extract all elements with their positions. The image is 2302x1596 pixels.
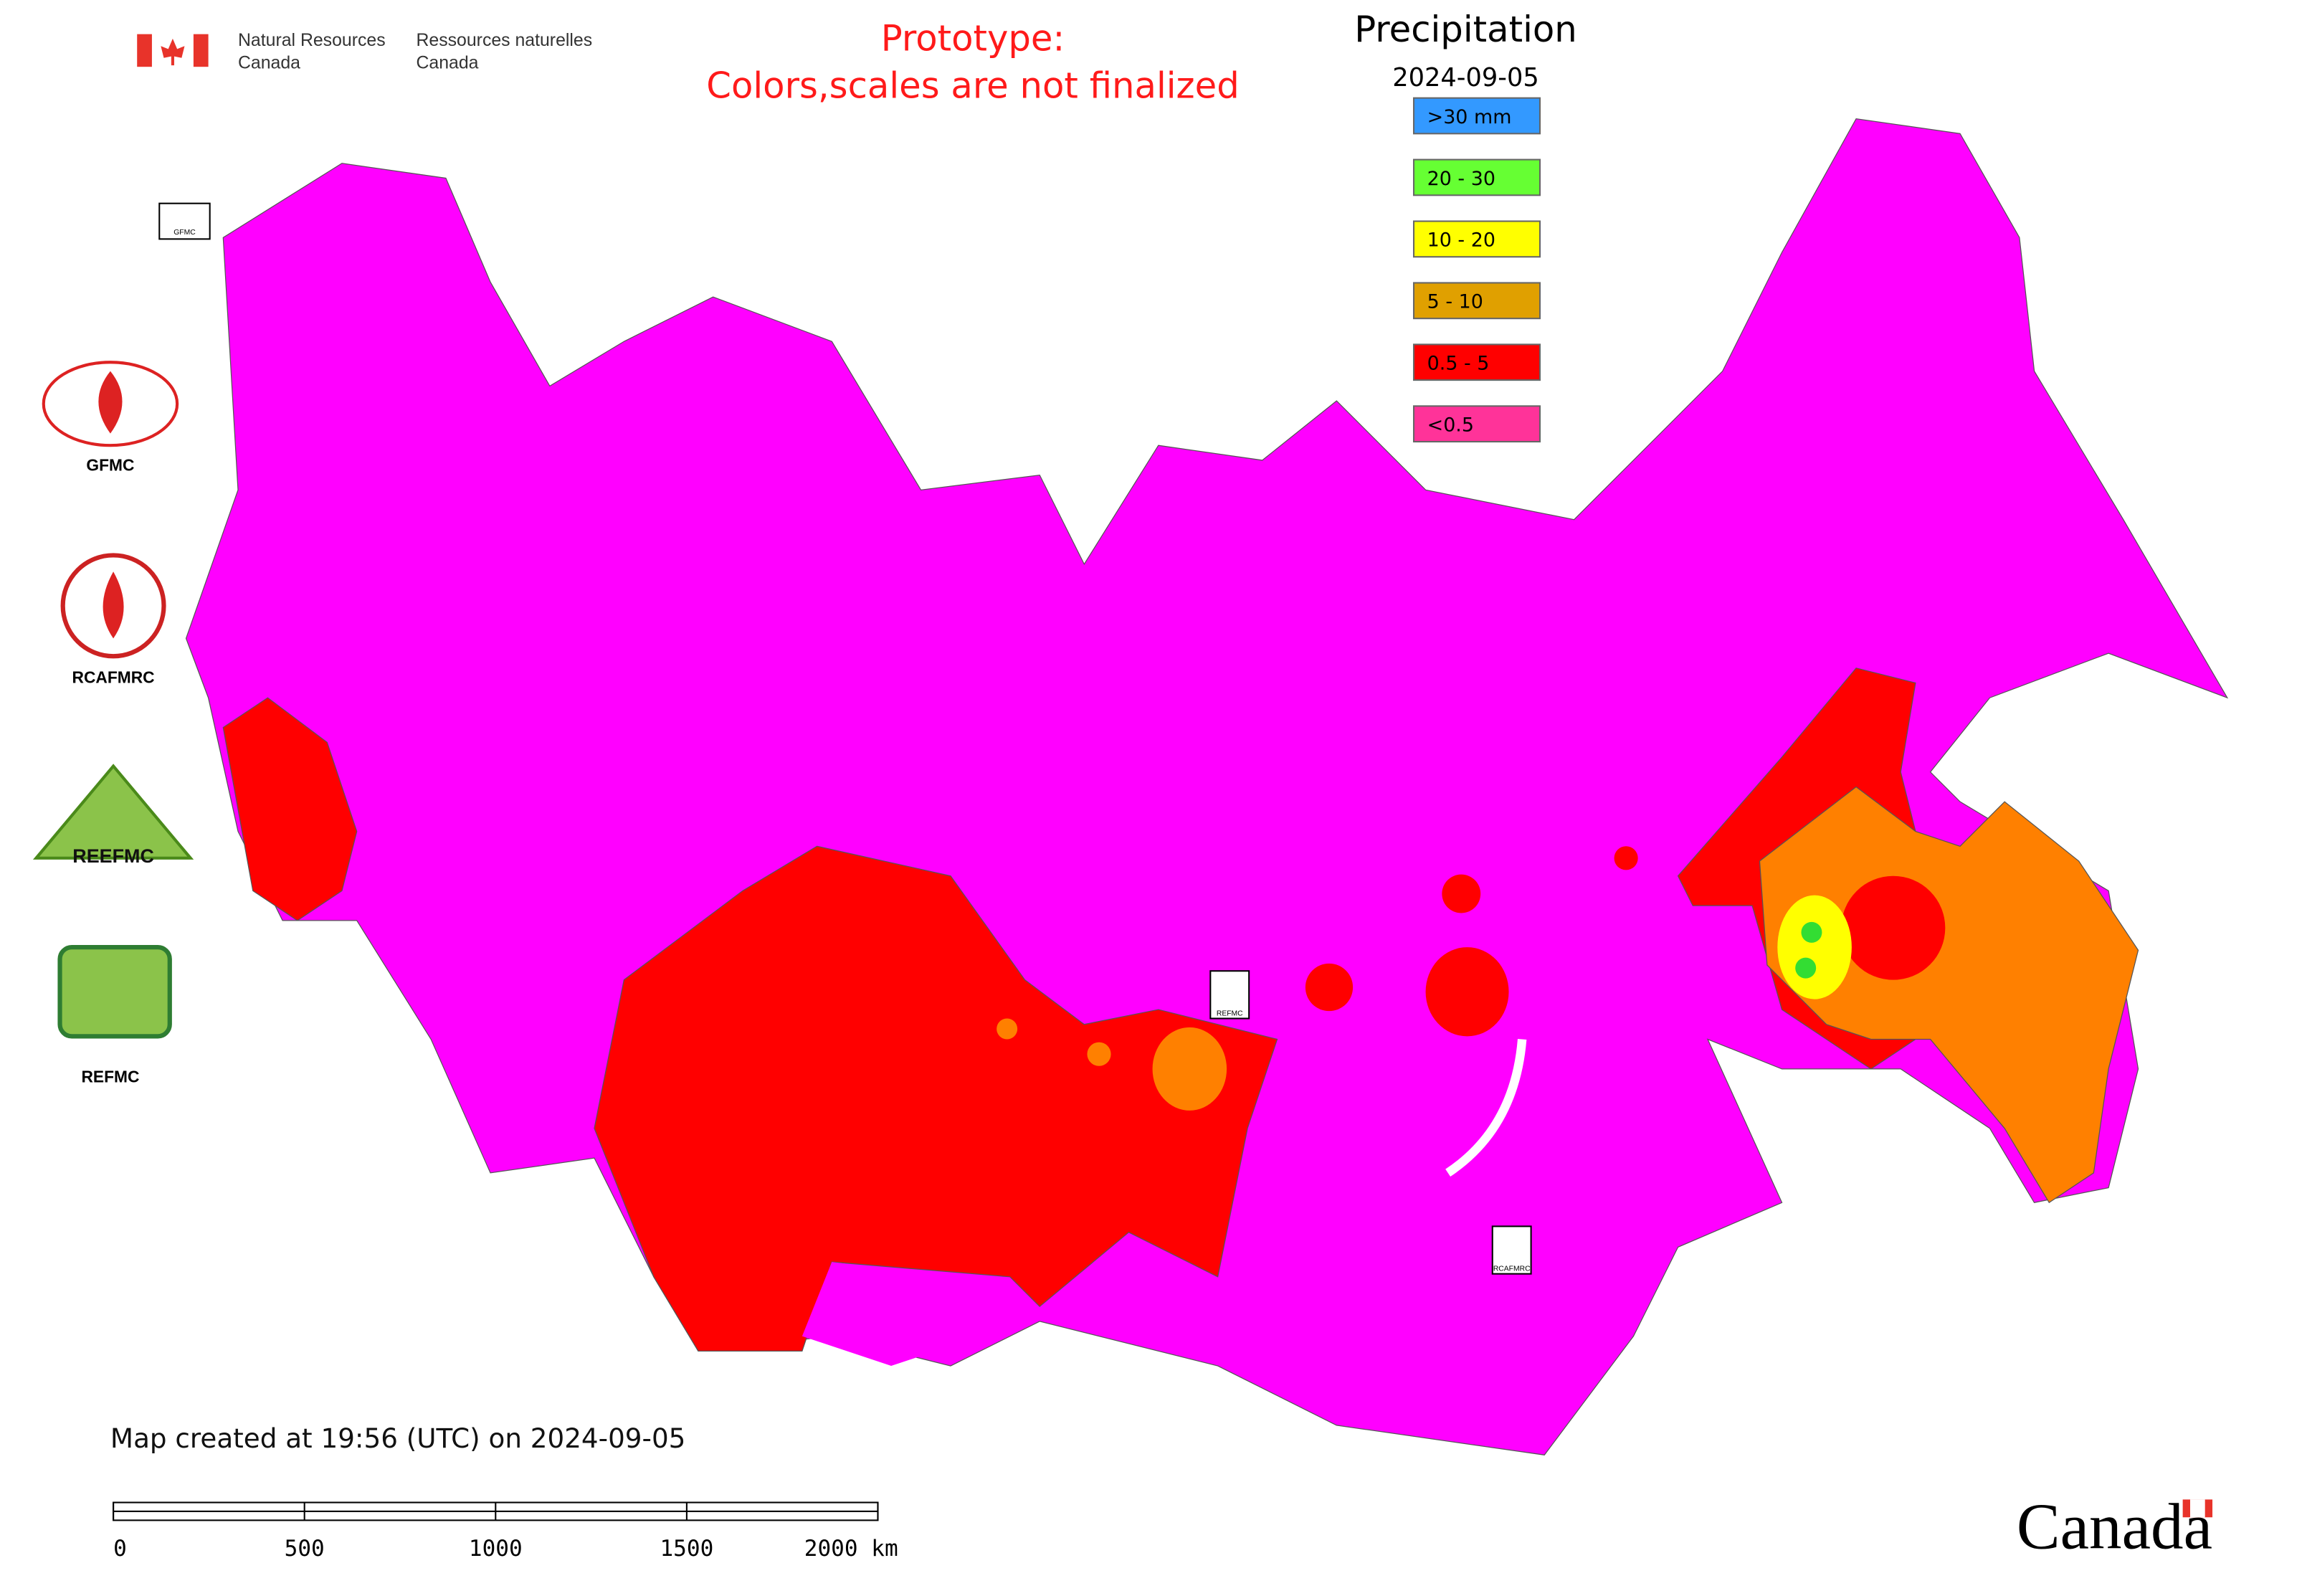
maple-leaf: [161, 38, 185, 66]
rain-cell: [1305, 963, 1354, 1012]
legend-label: 20 - 30: [1427, 168, 1495, 190]
map-icon-label: GFMC: [173, 229, 196, 237]
flag-bar: [193, 34, 209, 67]
logo-label: RCAFMRC: [72, 668, 155, 687]
legend-label: 0.5 - 5: [1427, 353, 1490, 375]
rain-cell: [1087, 1042, 1111, 1066]
nrcan-signature: Natural Resources Canada Ressources natu…: [137, 31, 592, 72]
legend-swatch: [1412, 405, 1541, 443]
scale-label: 0: [113, 1536, 127, 1562]
legend-date: 2024-09-05: [1392, 63, 1539, 92]
map-icon-label: RCAFMRC: [1493, 1265, 1531, 1273]
org-en: Natural Resources: [238, 31, 386, 50]
rcafmrc-flame: [103, 571, 124, 639]
rain-cell: [1425, 947, 1509, 1037]
scale-label: 2000 km: [804, 1536, 898, 1562]
org-en: Canada: [238, 53, 300, 72]
legend-label: 10 - 20: [1427, 229, 1495, 252]
map-icon: [1491, 1225, 1532, 1275]
flag-bar: [137, 34, 152, 67]
legend-label: <0.5: [1427, 414, 1474, 437]
org-fr: Canada: [417, 53, 479, 72]
refmc-logo: [57, 944, 172, 1039]
wordmark-flag: [2189, 1499, 2205, 1518]
legend-swatch: [1412, 158, 1541, 196]
rain-cell: [1777, 895, 1852, 999]
land-low-precip: [802, 1262, 981, 1367]
land-moderate-rain: [1759, 786, 2139, 1204]
logo-label: GFMC: [86, 455, 134, 474]
map-icon: [1209, 970, 1250, 1020]
rain-cell: [1614, 846, 1638, 870]
legend-swatch: [1412, 343, 1541, 381]
logo-label: REFMC: [81, 1068, 139, 1086]
side-logos: GFMC RCAFMRC REEFMC REFMC: [32, 361, 194, 1086]
logo-label: REEFMC: [72, 845, 154, 867]
legend-swatch: [1412, 220, 1541, 258]
rain-cell: [1795, 957, 1817, 979]
legend-label: 5 - 10: [1427, 291, 1483, 313]
prototype-notice: Prototype:: [881, 17, 1065, 59]
map-icons: GFMC REFMC RCAFMRC: [158, 202, 1532, 1275]
org-fr: Ressources naturelles: [417, 31, 593, 50]
map-created-note: Map created at 19:56 (UTC) on 2024-09-05: [110, 1422, 685, 1454]
land-light-rain: [222, 697, 358, 921]
legend-swatch: [1412, 97, 1541, 135]
legend-swatch: [1412, 282, 1541, 320]
scale-label: 1500: [660, 1536, 713, 1562]
gfmc-logo: [42, 361, 179, 447]
scale-bar: 0 500 1000 1500 2000 km: [113, 1501, 898, 1562]
rain-cell: [1442, 874, 1481, 913]
map-icon: [158, 202, 211, 240]
rain-cell: [1152, 1027, 1227, 1111]
scale-label: 500: [285, 1536, 325, 1562]
prototype-notice: Colors,scales are not finalized: [706, 65, 1239, 107]
reefmc-logo: [32, 764, 194, 860]
legend-title: Precipitation: [1354, 9, 1577, 50]
map-icon-label: REFMC: [1217, 1010, 1243, 1017]
rain-cell: [1801, 921, 1822, 943]
legend: Precipitation 2024-09-05 >30 mm 20 - 30 10…: [1354, 9, 1577, 443]
land-light-rain: [594, 845, 1278, 1352]
lake-baikal: [1445, 1038, 1527, 1177]
gfmc-flame: [98, 371, 123, 434]
canada-wordmark: Canada: [2017, 1491, 2212, 1563]
scale-label: 1000: [469, 1536, 523, 1562]
precipitation-map: [185, 118, 2229, 1455]
legend-label: >30 mm: [1427, 106, 1512, 128]
rain-cell: [1841, 875, 1946, 980]
rain-cell: [997, 1018, 1018, 1040]
